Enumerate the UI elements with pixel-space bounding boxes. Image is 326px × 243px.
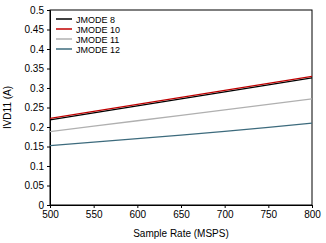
x-tick-mark [312, 205, 313, 208]
y-tick-label: 0.35 [25, 63, 45, 74]
x-tick-label: 800 [304, 209, 321, 220]
x-axis-line [51, 206, 313, 209]
lines [50, 76, 312, 145]
x-tick: 750 [260, 205, 277, 220]
y-tick-label: 0.2 [30, 122, 44, 133]
x-tick-label: 600 [129, 209, 146, 220]
y-tick: 0.45 [25, 24, 50, 35]
y-tick-mark [47, 69, 50, 70]
x-tick: 600 [129, 205, 146, 220]
x-tick-mark [268, 205, 269, 208]
plot-frame [50, 10, 312, 205]
series-line [50, 123, 312, 146]
y-tick-label: 0.3 [30, 83, 44, 94]
x-tick-label: 550 [86, 209, 103, 220]
y-axis-line [47, 11, 51, 206]
y-tick-mark [47, 108, 50, 109]
y-tick-label: 0.1 [30, 161, 44, 172]
y-axis: 0 0.05 0.1 0.15 0.2 0.25 0.3 0.35 0.4 0.45 0.5 [25, 5, 51, 211]
y-tick-mark [47, 166, 50, 167]
legend-item: JMODE 12 [56, 45, 120, 55]
y-tick: 0.25 [25, 102, 50, 113]
y-tick: 0.1 [30, 161, 50, 172]
legend-swatch [56, 38, 72, 40]
x-tick-mark [225, 205, 226, 208]
x-axis-title: Sample Rate (MSPS) [133, 228, 229, 239]
legend: JMODE 8JMODE 10JMODE 11JMODE 12 [56, 15, 120, 55]
y-axis-title: IVD11 (A) [2, 86, 13, 129]
x-tick-mark [94, 205, 95, 208]
y-tick-mark [47, 186, 50, 187]
y-tick: 0.15 [25, 141, 50, 152]
y-tick: 0.5 [30, 5, 50, 16]
y-tick: 0.35 [25, 63, 50, 74]
y-tick-mark [47, 205, 50, 206]
y-tick-label: 0.15 [25, 141, 45, 152]
y-tick-label: 0.5 [30, 5, 44, 16]
y-tick: 0.05 [25, 180, 50, 191]
y-tick-mark [47, 147, 50, 148]
chart: 500 550 600 650 700 750 800 0 0.05 0.1 0.15 0.2 0.25… [0, 0, 326, 243]
x-tick-label: 750 [260, 209, 277, 220]
y-tick-mark [47, 49, 50, 50]
y-tick-mark [47, 88, 50, 89]
x-tick-label: 650 [173, 209, 190, 220]
y-tick: 0.2 [30, 122, 50, 133]
legend-label: JMODE 8 [76, 15, 115, 25]
x-tick-mark [137, 205, 138, 208]
legend-label: JMODE 11 [76, 35, 119, 45]
legend-label: JMODE 10 [76, 25, 120, 35]
legend-swatch [56, 18, 72, 20]
y-tick-label: 0.4 [30, 44, 44, 55]
y-tick-mark [47, 127, 50, 128]
y-tick-label: 0 [38, 200, 44, 211]
y-tick: 0.4 [30, 44, 50, 55]
legend-item: JMODE 10 [56, 25, 120, 35]
y-tick-label: 0.45 [25, 24, 45, 35]
series-line [50, 76, 312, 118]
x-tick: 550 [86, 205, 103, 220]
x-tick-mark [181, 205, 182, 208]
y-tick-label: 0.05 [25, 180, 45, 191]
x-tick-label: 500 [42, 209, 59, 220]
x-tick: 700 [217, 205, 234, 220]
plot: 500 550 600 650 700 750 800 0 0.05 0.1 0.15 0.2 0.25… [25, 5, 322, 220]
x-tick-label: 700 [217, 209, 234, 220]
x-tick: 650 [173, 205, 190, 220]
legend-swatch [56, 48, 72, 50]
legend-swatch [56, 28, 72, 30]
x-axis: 500 550 600 650 700 750 800 [42, 205, 321, 220]
x-tick: 800 [304, 205, 321, 220]
y-tick-mark [47, 30, 50, 31]
x-tick: 500 [42, 205, 59, 220]
series-line [50, 78, 312, 120]
y-tick: 0 [38, 200, 50, 211]
legend-item: JMODE 11 [56, 35, 119, 45]
legend-item: JMODE 8 [56, 15, 115, 25]
y-tick-label: 0.25 [25, 102, 45, 113]
y-tick: 0.3 [30, 83, 50, 94]
y-tick-mark [47, 10, 50, 11]
legend-label: JMODE 12 [76, 45, 120, 55]
